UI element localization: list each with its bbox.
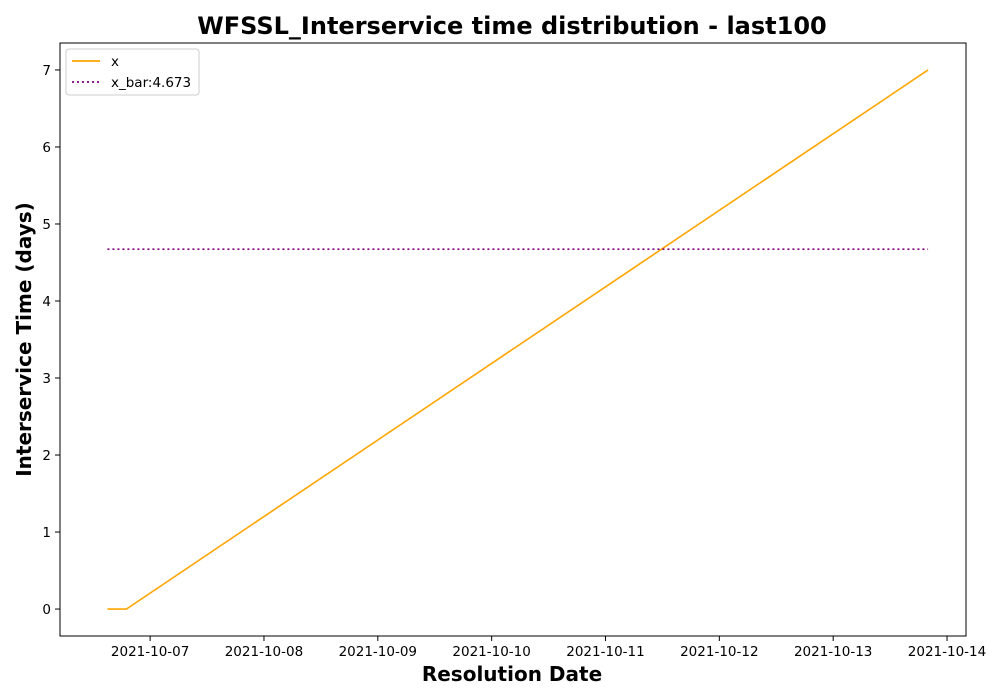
legend-label-x-bar: x_bar:4.673 bbox=[111, 75, 191, 91]
x-axis-ticks: 2021-10-07 2021-10-08 2021-10-09 2021-10-10… bbox=[111, 636, 986, 660]
y-tick-label: 2 bbox=[42, 448, 51, 464]
y-axis-ticks: 0 1 2 3 4 5 6 7 bbox=[42, 63, 60, 618]
plot-area bbox=[59, 42, 967, 637]
x-tick-label: 2021-10-07 bbox=[111, 644, 189, 660]
x-tick-label: 2021-10-08 bbox=[225, 644, 303, 660]
x-tick-label: 2021-10-10 bbox=[452, 644, 530, 660]
chart-title: WFSSL_Interservice time distribution - l… bbox=[197, 12, 826, 40]
y-tick-label: 5 bbox=[42, 217, 51, 233]
x-tick-label: 2021-10-14 bbox=[908, 644, 986, 660]
y-tick-label: 3 bbox=[42, 371, 51, 387]
y-axis-label: Interservice Time (days) bbox=[12, 202, 36, 477]
series-line-x bbox=[107, 69, 929, 610]
y-tick-label: 6 bbox=[42, 140, 51, 156]
y-tick-label: 0 bbox=[42, 602, 51, 618]
x-tick-label: 2021-10-09 bbox=[339, 644, 417, 660]
x-axis-label: Resolution Date bbox=[422, 662, 602, 686]
legend: x x_bar:4.673 bbox=[65, 48, 200, 96]
x-tick-label: 2021-10-13 bbox=[794, 644, 872, 660]
y-tick-label: 7 bbox=[42, 63, 51, 79]
legend-label-x: x bbox=[111, 54, 119, 70]
y-tick-label: 1 bbox=[42, 525, 51, 541]
x-tick-label: 2021-10-12 bbox=[680, 644, 758, 660]
series-layer bbox=[107, 69, 929, 610]
x-tick-label: 2021-10-11 bbox=[566, 644, 644, 660]
y-tick-label: 4 bbox=[42, 294, 51, 310]
